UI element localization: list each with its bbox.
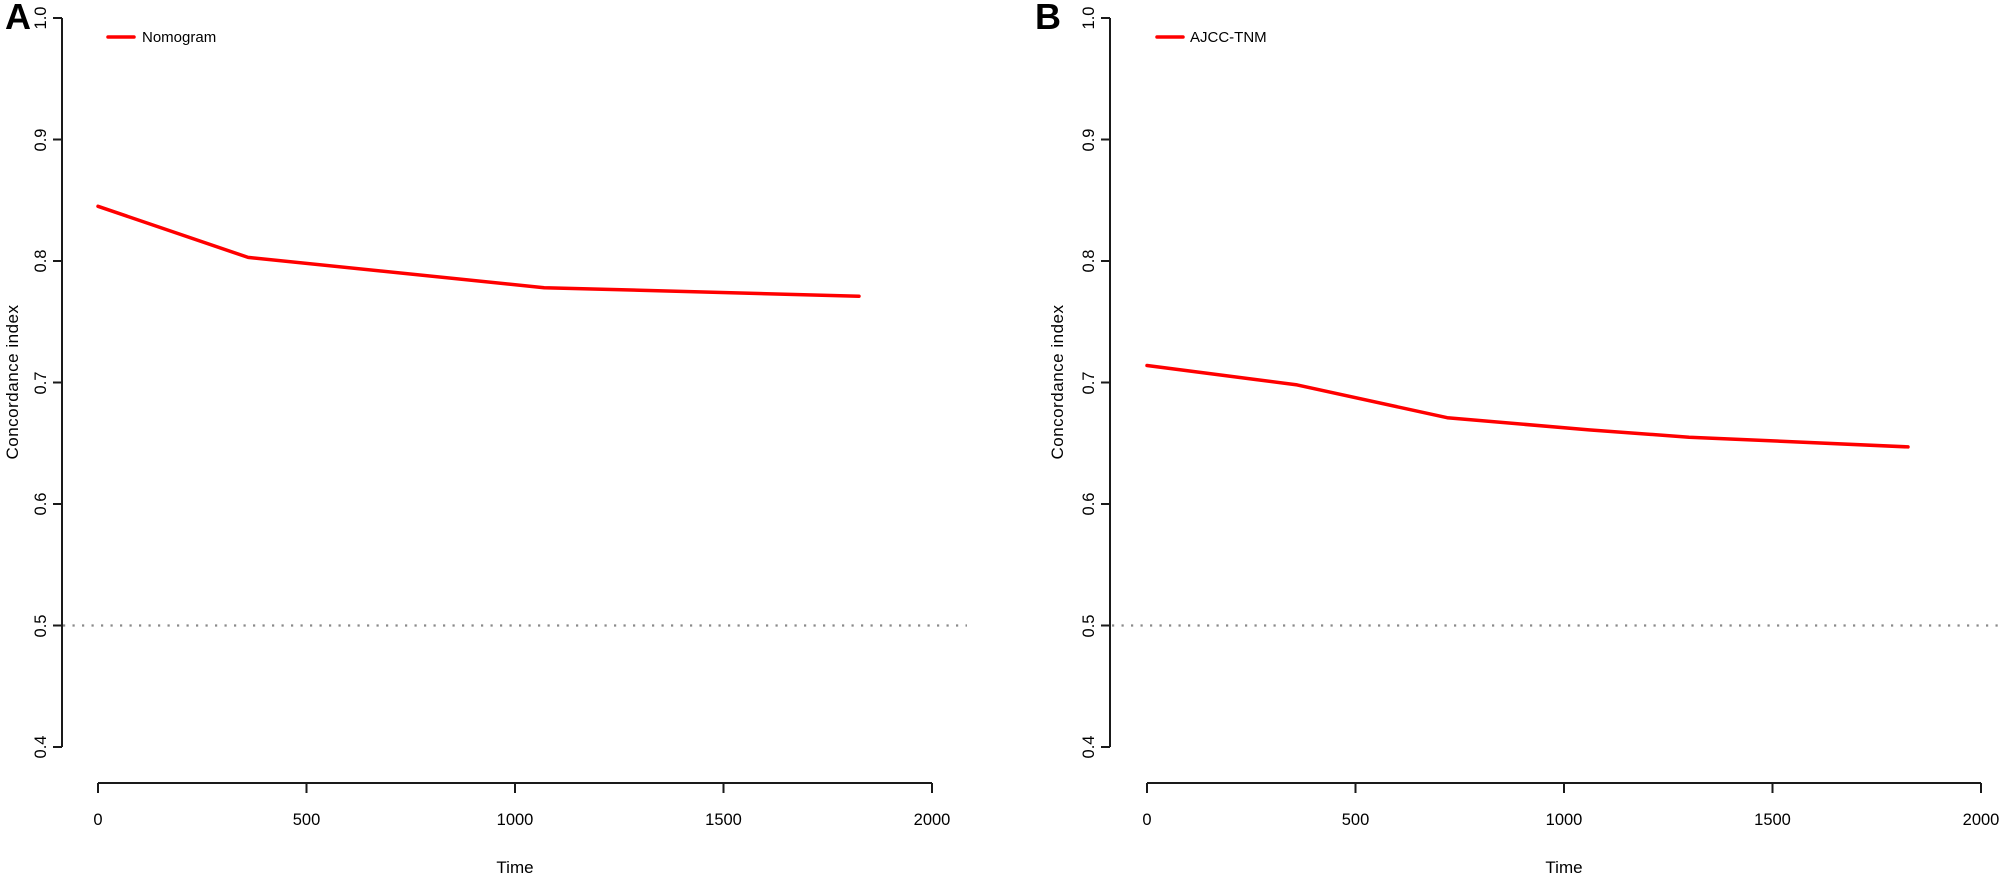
x-tick-label: 1500 bbox=[705, 811, 742, 829]
y-tick-label: 0.9 bbox=[32, 128, 50, 151]
series-line-nomogram bbox=[96, 204, 861, 298]
y-tick-label: 0.5 bbox=[32, 614, 50, 637]
y-tick-label: 0.8 bbox=[32, 249, 50, 273]
x-tick-label: 0 bbox=[1142, 811, 1152, 829]
legend-label-ajcc-tnm: AJCC-TNM bbox=[1190, 29, 1267, 46]
y-tick-label: 0.8 bbox=[1080, 249, 1098, 273]
y-tick-label: 0.7 bbox=[32, 371, 50, 394]
y-tick-label: 1.0 bbox=[1080, 6, 1098, 30]
y-tick-label: 0.9 bbox=[1080, 128, 1098, 151]
y-axis-title-b: Concordance index bbox=[1048, 304, 1067, 460]
panel-label-b: B bbox=[1035, 0, 1061, 37]
x-tick-label: 500 bbox=[1341, 811, 1370, 829]
y-tick-label: 0.6 bbox=[1080, 492, 1098, 516]
y-tick-label: 0.7 bbox=[1080, 371, 1098, 394]
series-line-ajcc-tnm bbox=[1145, 363, 1910, 449]
y-tick-label: 1.0 bbox=[32, 6, 50, 30]
y-tick-label: 0.4 bbox=[32, 735, 50, 759]
y-tick-label: 0.6 bbox=[32, 492, 50, 516]
y-tick-label: 0.5 bbox=[1080, 614, 1098, 637]
x-tick-label: 2000 bbox=[1962, 811, 2000, 829]
x-tick-label: 0 bbox=[93, 811, 103, 829]
x-axis-title-b: Time bbox=[1545, 858, 1583, 877]
x-tick-label: 500 bbox=[292, 811, 321, 829]
legend-label-nomogram: Nomogram bbox=[142, 29, 217, 46]
y-axis-title-a: Concordance index bbox=[3, 304, 22, 460]
x-tick-label: 1000 bbox=[496, 811, 534, 829]
y-tick-label: 0.4 bbox=[1080, 735, 1098, 759]
x-tick-label: 2000 bbox=[913, 811, 951, 829]
x-tick-label: 1500 bbox=[1754, 811, 1791, 829]
panel-label-a: A bbox=[5, 0, 31, 37]
x-axis-title-a: Time bbox=[496, 858, 534, 877]
x-tick-label: 1000 bbox=[1545, 811, 1583, 829]
